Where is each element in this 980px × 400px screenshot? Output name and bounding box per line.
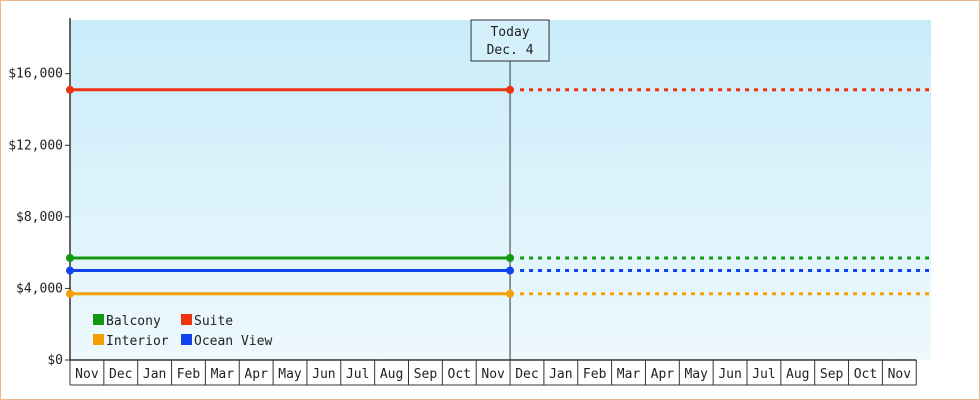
today-marker: Today Dec. 4 bbox=[470, 19, 550, 360]
today-title: Today bbox=[490, 25, 529, 40]
month-label: Jan bbox=[549, 367, 572, 382]
plot-background bbox=[70, 20, 931, 360]
y-tick-label: $16,000 bbox=[8, 67, 63, 82]
legend-item-interior: Interior bbox=[93, 334, 169, 349]
legend-item-suite: Suite bbox=[181, 314, 233, 329]
x-axis: Nov Dec Jan Feb Mar Apr May Jun Jul Aug Sep Oct Nov D… bbox=[69, 359, 917, 386]
series-balcony bbox=[66, 254, 929, 262]
legend-label: Ocean View bbox=[194, 334, 272, 349]
month-label: Dec bbox=[515, 367, 538, 382]
legend-swatch bbox=[181, 314, 192, 325]
month-label: Jan bbox=[143, 367, 166, 382]
month-label: Sep bbox=[820, 367, 844, 382]
legend-label: Balcony bbox=[106, 314, 161, 329]
series-interior bbox=[66, 289, 929, 298]
month-label: Oct bbox=[448, 367, 471, 382]
series-today-point-interior bbox=[506, 289, 515, 298]
month-label: May bbox=[278, 367, 302, 382]
y-tick-label: $8,000 bbox=[16, 210, 63, 225]
y-tick-label: $0 bbox=[47, 353, 63, 368]
month-label: Nov bbox=[888, 367, 912, 382]
month-label: Jul bbox=[346, 367, 369, 382]
month-label: Apr bbox=[244, 367, 268, 382]
legend-label: Interior bbox=[106, 334, 169, 349]
series-start-point-interior bbox=[66, 289, 74, 298]
month-label: Dec bbox=[109, 367, 132, 382]
today-box bbox=[470, 19, 550, 62]
month-label: Nov bbox=[481, 367, 505, 382]
series-today-point-balcony bbox=[506, 254, 515, 262]
series-ocean-view bbox=[66, 266, 929, 275]
month-label: Sep bbox=[414, 367, 438, 382]
series-today-point-ocean-view bbox=[506, 266, 515, 275]
legend-swatch bbox=[93, 334, 104, 345]
legend: Balcony Suite Interior Ocean View bbox=[93, 314, 272, 349]
month-label: May bbox=[684, 367, 708, 382]
legend-label: Suite bbox=[194, 314, 233, 329]
month-label: Jun bbox=[718, 367, 741, 382]
legend-item-ocean-view: Ocean View bbox=[181, 334, 272, 349]
series-start-point-ocean-view bbox=[66, 266, 74, 275]
y-tick-label: $4,000 bbox=[16, 281, 63, 296]
legend-swatch bbox=[181, 334, 192, 345]
month-label: Jun bbox=[312, 367, 335, 382]
legend-swatch bbox=[93, 314, 104, 325]
series-suite bbox=[66, 85, 929, 94]
month-label: Feb bbox=[177, 367, 201, 382]
y-tick-label: $12,000 bbox=[8, 138, 63, 153]
month-label: Jul bbox=[752, 367, 775, 382]
legend-item-balcony: Balcony bbox=[93, 314, 161, 329]
y-axis: $0 $4,000 $8,000 $12,000 $16,000 bbox=[8, 18, 71, 368]
series-start-point-balcony bbox=[66, 254, 74, 262]
month-label: Feb bbox=[583, 367, 607, 382]
series-layer bbox=[66, 85, 929, 298]
month-label: Mar bbox=[617, 367, 641, 382]
today-date: Dec. 4 bbox=[487, 43, 534, 58]
month-label: Mar bbox=[211, 367, 235, 382]
month-label: Apr bbox=[651, 367, 675, 382]
month-label: Aug bbox=[380, 367, 403, 382]
month-label: Aug bbox=[786, 367, 809, 382]
series-today-point-suite bbox=[506, 85, 515, 94]
month-label: Oct bbox=[854, 367, 877, 382]
month-label: Nov bbox=[75, 367, 99, 382]
series-start-point-suite bbox=[66, 85, 74, 94]
